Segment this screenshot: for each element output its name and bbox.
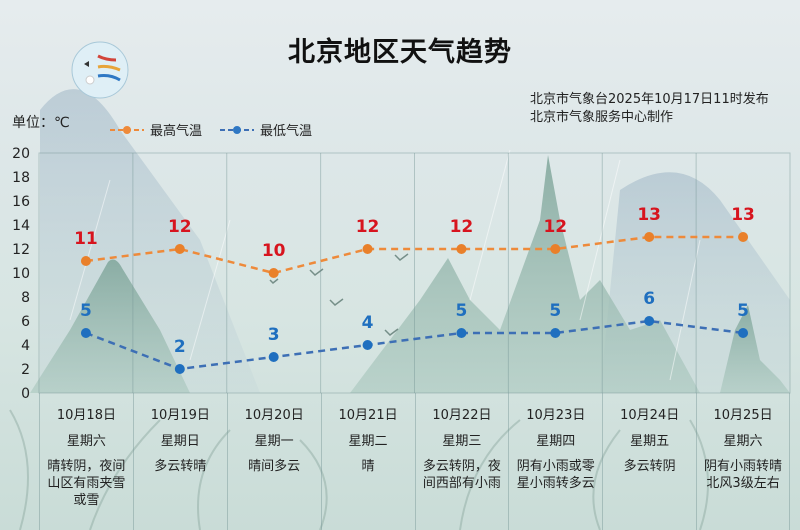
y-axis: 0 2 4 6 8 10 12 14 16 18 20 (12, 146, 30, 402)
day-column: 10月22日 星期三多云转阴，夜间西部有小雨 (414, 393, 509, 530)
data-point (268, 352, 279, 362)
data-point (550, 328, 561, 338)
day-weekday: 星期六 (723, 434, 763, 449)
data-point (80, 256, 91, 266)
data-label: 5 (737, 301, 749, 321)
data-point (268, 268, 279, 278)
y-tick-label: 2 (21, 362, 30, 378)
day-weekday: 星期六 (66, 434, 106, 449)
data-point (550, 244, 561, 254)
chart-legend: 最高气温 最低气温 (110, 120, 312, 139)
y-tick-label: 8 (21, 290, 30, 306)
y-tick-label: 0 (21, 386, 30, 402)
data-label: 10 (262, 241, 286, 261)
y-tick-label: 10 (12, 266, 30, 282)
day-column: 10月20日 星期一晴间多云 (226, 393, 321, 530)
data-label: 12 (450, 217, 474, 237)
chart-grid (38, 152, 791, 394)
day-column: 10月19日 星期日多云转晴 (132, 393, 227, 530)
day-weekday: 星期一 (254, 434, 294, 449)
data-label: 5 (80, 301, 92, 321)
data-point (174, 364, 185, 374)
data-point (644, 232, 655, 242)
day-weather-desc: 多云转晴 (154, 459, 207, 474)
day-date: 10月22日 (432, 408, 492, 423)
day-weather-desc: 多云转阴 (623, 459, 676, 474)
day-date: 10月20日 (244, 408, 304, 423)
low-temp-series: 5 2 3 4 5 5 6 5 (80, 289, 749, 374)
blue-dashed-line-icon (220, 125, 255, 134)
data-label: 3 (268, 325, 280, 345)
data-point (80, 328, 91, 338)
day-date: 10月24日 (620, 408, 680, 423)
day-column: 10月25日 星期六阴有小雨转晴北风3级左右 (696, 393, 790, 530)
issuer-info: 北京市气象台2025年10月17日11时发布 北京市气象服务中心制作 (530, 91, 769, 127)
day-column: 10月18日 星期六晴转阴，夜间山区有雨夹雪或雪 (39, 393, 133, 530)
y-tick-label: 4 (21, 338, 30, 354)
producer: 北京市气象服务中心制作 (530, 110, 674, 125)
day-weather-desc: 晴间多云 (248, 459, 301, 474)
legend-high: 最高气温 (110, 120, 202, 139)
day-weekday: 星期四 (536, 434, 576, 449)
data-label: 11 (74, 229, 98, 249)
data-label: 13 (731, 205, 755, 225)
y-tick-label: 18 (12, 170, 30, 186)
day-weather-desc: 晴转阴，夜间山区有雨夹雪或雪 (47, 459, 126, 508)
data-label: 4 (362, 313, 374, 333)
data-label: 5 (456, 301, 468, 321)
day-weather-desc: 多云转阴，夜间西部有小雨 (422, 459, 501, 491)
legend-high-label: 最高气温 (150, 124, 203, 139)
y-tick-label: 14 (12, 218, 30, 234)
data-label: 13 (637, 205, 661, 225)
day-column: 10月23日 星期四阴有小雨或零星小雨转多云 (508, 393, 602, 530)
data-point (456, 328, 467, 338)
day-weekday: 星期三 (442, 434, 482, 449)
data-label: 12 (543, 217, 567, 237)
day-weekday: 星期二 (348, 434, 388, 449)
daily-forecast-table: 10月18日 星期六 晴转阴，夜间山区有雨夹雪或雪 10月19日 星期日 多云转晴 10月2… (39, 393, 790, 530)
issue-time: 北京市气象台2025年10月17日11时发布 (530, 92, 769, 107)
data-point (738, 328, 749, 338)
y-tick-label: 16 (12, 194, 30, 210)
data-point (362, 340, 373, 350)
data-point (174, 244, 185, 254)
data-point (456, 244, 467, 254)
chart-series: 11 12 10 12 12 12 13 13 5 2 3 4 5 5 6 5 (74, 205, 755, 374)
meteorological-service-logo-icon (71, 41, 129, 99)
data-label: 12 (356, 217, 380, 237)
day-column: 10月21日 星期二晴 (320, 393, 415, 530)
data-label: 5 (549, 301, 561, 321)
day-weekday: 星期五 (630, 434, 670, 449)
day-date: 10月21日 (338, 408, 398, 423)
day-weather-desc: 阴有小雨或零星小雨转多云 (516, 459, 595, 491)
day-date: 10月18日 (56, 408, 116, 423)
data-label: 2 (174, 337, 186, 357)
data-point (738, 232, 749, 242)
data-label: 12 (168, 217, 192, 237)
day-column: 10月24日 星期五多云转阴 (602, 393, 696, 530)
day-weather-desc: 阴有小雨转晴北风3级左右 (704, 459, 783, 491)
day-date: 10月19日 (150, 408, 210, 423)
data-point (644, 316, 655, 326)
day-date: 10月25日 (713, 408, 773, 423)
legend-low: 最低气温 (220, 120, 312, 139)
page-title: 北京地区天气趋势 (288, 37, 512, 68)
y-tick-label: 12 (12, 242, 30, 258)
data-label: 6 (643, 289, 655, 309)
data-point (362, 244, 373, 254)
unit-label: 单位：℃ (12, 115, 70, 131)
high-temp-series: 11 12 10 12 12 12 13 13 (74, 205, 755, 278)
legend-low-label: 最低气温 (260, 124, 313, 139)
orange-dashed-line-icon (110, 125, 144, 134)
y-tick-label: 20 (12, 146, 30, 162)
day-date: 10月23日 (526, 408, 586, 423)
day-weather-desc: 晴 (361, 459, 375, 474)
day-weekday: 星期日 (160, 434, 200, 449)
y-tick-label: 6 (21, 314, 30, 330)
